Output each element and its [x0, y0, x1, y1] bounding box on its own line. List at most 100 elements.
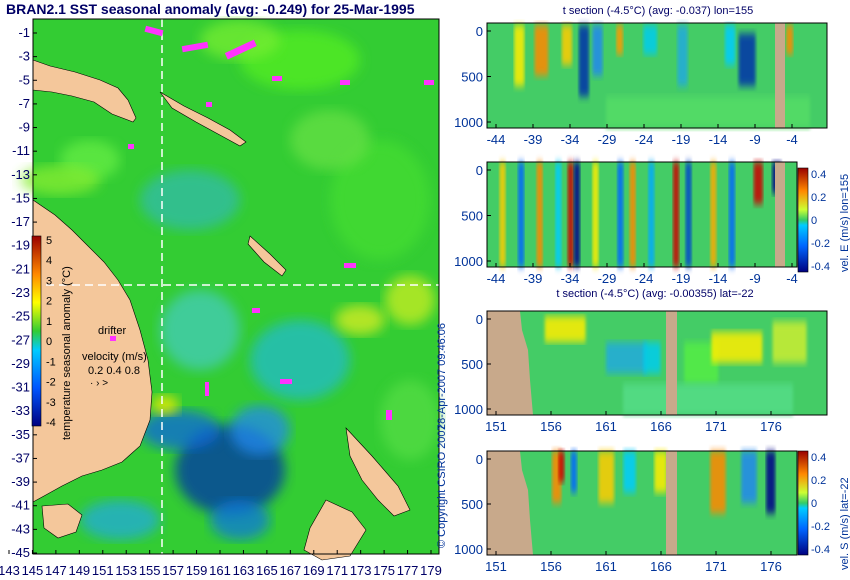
section-band: [741, 451, 757, 503]
anomaly-patch: [380, 380, 440, 460]
panel-y-tick-label: 0: [476, 312, 483, 327]
map-x-tick-label: 167: [279, 563, 301, 578]
panel1-land: [775, 23, 785, 128]
sst-anomaly-field: [20, 20, 440, 540]
panel3-field: [544, 316, 807, 415]
colorbar-tick-label: 0.4: [811, 169, 826, 181]
section-panel-2: -44 -39 -34 -29 -24 -19 -14 -9 -4 0 500 1000 0.4 0.2…: [454, 161, 850, 286]
section-band: [570, 451, 577, 493]
map-y-tick-label: -31: [11, 380, 30, 395]
map-y-tick-label: -3: [18, 49, 30, 64]
map-y-tick-label: -5: [18, 72, 30, 87]
section-band: [648, 162, 655, 267]
map-y-tick-label: -33: [11, 403, 30, 418]
map-y-tick-label: -7: [18, 96, 30, 111]
colorbar-tick-label: -2: [46, 377, 56, 389]
velocity-legend-scale: 0.2 0.4 0.8: [88, 365, 140, 377]
panel-x-tick-label: 151: [485, 419, 507, 434]
panel-x-tick-label: 176: [760, 559, 782, 574]
panel-y-tick-label: 500: [461, 70, 483, 85]
map-y-tick-label: -39: [11, 474, 30, 489]
panel-x-tick-label: -44: [487, 132, 506, 147]
panel-x-tick-label: -9: [749, 271, 761, 286]
section-band: [552, 451, 562, 503]
map-y-tick-label: -27: [11, 332, 30, 347]
panel-x-tick-label: 151: [485, 559, 507, 574]
section-band: [499, 162, 506, 267]
map-y-tick-label: -9: [18, 120, 30, 135]
section-band: [558, 451, 565, 483]
section-band: [623, 383, 793, 415]
drifter-tracks: [110, 25, 434, 420]
panel-x-tick-label: -29: [598, 271, 617, 286]
new-guinea-landmass: [32, 59, 137, 123]
section-band: [617, 162, 624, 267]
panel-y-tick-label: 0: [476, 163, 483, 178]
map-y-tick-label: -35: [11, 427, 30, 442]
map-x-tick-label: 171: [326, 563, 348, 578]
anomaly-patch: [80, 500, 160, 540]
panel-x-tick-label: -39: [524, 271, 543, 286]
date-stamp: 28-Apr-2007 09:46:06: [436, 323, 448, 430]
anomaly-patch: [290, 110, 370, 170]
anomaly-patch: [160, 290, 240, 370]
panel2-frame: [486, 161, 798, 268]
section-panel-3: 151 156 161 166 171 176 0 500 1000: [454, 310, 828, 434]
panel-x-tick-label: -29: [598, 132, 617, 147]
section-band: [629, 162, 636, 267]
panel3-land-west: [487, 311, 533, 415]
anomaly-patch: [151, 395, 179, 415]
panel-y-tick-label: 500: [461, 209, 483, 224]
map-y-tick-label: -11: [12, 143, 30, 158]
colorbar-tick-label: 0: [811, 215, 817, 227]
panel-x-tick-label: -34: [561, 132, 580, 147]
map-y-tick-label: -29: [11, 356, 30, 371]
new-caledonia: [247, 235, 287, 277]
section-band: [643, 25, 657, 55]
colorbar-tick-label: 5: [46, 235, 52, 247]
colorbar-tick-label: 3: [46, 275, 52, 287]
velocity-legend-arrows: · › >: [90, 378, 108, 389]
panel4-land-mid: [666, 451, 677, 555]
panel-y-tick-label: 500: [461, 357, 483, 372]
colorbar-tick-label: -0.2: [811, 238, 830, 250]
section-band: [578, 25, 589, 97]
panel-y-tick-label: 0: [476, 24, 483, 39]
map-x-tick-label: 177: [397, 563, 419, 578]
section-band: [606, 342, 647, 374]
section-band: [518, 162, 525, 267]
section-band: [685, 162, 692, 267]
drifter-legend-label: drifter: [98, 325, 126, 337]
colorbar-tick-label: 4: [46, 255, 52, 267]
section-band: [728, 162, 735, 267]
tasmania-landmass: [41, 503, 83, 539]
anomaly-patch: [230, 405, 290, 455]
panel-x-tick-label: -34: [561, 271, 580, 286]
map-y-tick-label: -19: [11, 238, 30, 253]
map-x-tick-label: 155: [139, 563, 161, 578]
panel2-field: [499, 162, 782, 267]
map-x-tick-label: 153: [115, 563, 137, 578]
temperature-colorbar: 5 4 3 2 1 0 -1 -2 -3 -4 temperature seasonal anom…: [31, 235, 73, 440]
panel-y-tick-label: 1000: [454, 402, 483, 417]
colorbar-tick-label: -0.2: [811, 521, 830, 533]
panel-x-tick-label: -14: [709, 132, 728, 147]
section1-title: t section (-4.5°C) (avg: -0.037) lon=155: [563, 5, 754, 17]
map-x-tick-label: 159: [186, 563, 208, 578]
section-band: [677, 25, 688, 87]
map-y-tick-label: -1: [18, 25, 30, 40]
map-y-tick-label: -37: [11, 450, 30, 465]
map-x-tick-label: 157: [162, 563, 184, 578]
anomaly-patch: [385, 275, 435, 325]
panel2-colorbar: [797, 167, 809, 273]
map-x-tick-label: 143: [0, 563, 20, 578]
panel4-field: [552, 451, 776, 514]
section-band: [654, 451, 667, 493]
sst-map: [20, 19, 440, 561]
map-x-tick-label: 179: [420, 563, 442, 578]
colorbar-label: temperature seasonal anomaly (°C): [61, 266, 73, 440]
colorbar-tick-label: -4: [46, 417, 56, 429]
section-band: [766, 451, 776, 514]
panel4-colorbar-ticks: 0.4 0.2 0 -0.2 -0.4: [811, 452, 830, 556]
